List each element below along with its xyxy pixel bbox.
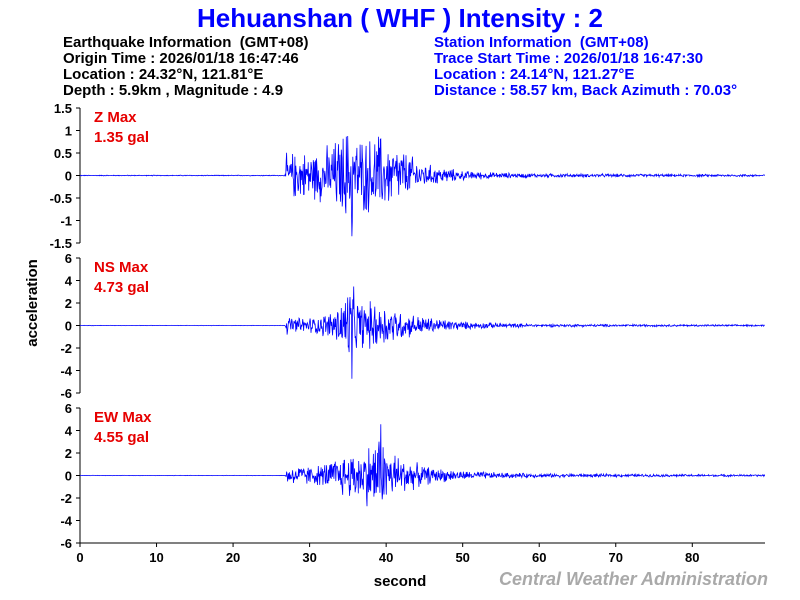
- ew-max-y-tick-label: 2: [65, 446, 72, 461]
- z-max-y-tick-label: 1.5: [54, 101, 72, 116]
- ew-max-y-tick-label: 6: [65, 401, 72, 416]
- ew-max-y-tick-label: 4: [65, 424, 73, 439]
- x-tick-label: 60: [532, 550, 546, 565]
- x-tick-label: 10: [149, 550, 163, 565]
- z-max-y-tick-label: 0.5: [54, 146, 72, 161]
- station-info-heading: Station Information (GMT+08): [434, 34, 649, 51]
- station-code: ( WHF ): [360, 3, 452, 33]
- x-tick-label: 0: [76, 550, 83, 565]
- ns-max-y-tick-label: 6: [65, 251, 72, 266]
- intensity-label: Intensity : 2: [458, 3, 603, 33]
- ew-max-label: EW Max: [94, 409, 152, 426]
- station-name: Hehuanshan: [197, 3, 354, 33]
- ew-max-y-tick-label: 0: [65, 469, 72, 484]
- ew-max-y-tick-label: -2: [60, 491, 72, 506]
- ew-max-y-tick-label: -4: [60, 514, 72, 529]
- ns-max-waveform: [79, 286, 765, 379]
- z-max-max-value: 1.35 gal: [94, 129, 149, 146]
- ns-max-y-tick-label: -4: [60, 364, 72, 379]
- ew-max-waveform: [79, 424, 766, 507]
- x-axis-label: second: [374, 573, 427, 590]
- depth-magnitude: Depth : 5.9km , Magnitude : 4.9: [63, 82, 284, 99]
- station-location: Location : 24.14°N, 121.27°E: [434, 66, 635, 83]
- ns-max-y-tick-label: 2: [65, 296, 72, 311]
- x-tick-label: 20: [226, 550, 240, 565]
- z-max-y-tick-label: 1: [65, 124, 72, 139]
- earthquake-info: Earthquake Information (GMT+08) Origin T…: [63, 35, 308, 99]
- earthquake-info-heading: Earthquake Information (GMT+08): [63, 34, 309, 51]
- z-max-waveform: [80, 135, 766, 237]
- trace-start-time: Trace Start Time : 2026/01/18 16:47:30: [434, 50, 704, 67]
- z-max-label: Z Max: [94, 109, 137, 126]
- ns-max-label: NS Max: [94, 259, 149, 276]
- z-max-y-tick-label: -1.5: [50, 236, 72, 251]
- ns-max-y-tick-label: -2: [60, 341, 72, 356]
- ns-max-y-tick-label: 4: [65, 274, 73, 289]
- station-distance: Distance : 58.57 km, Back Azimuth : 70.0…: [434, 82, 738, 99]
- ns-max-y-tick-label: -6: [60, 386, 72, 401]
- credit-text: Central Weather Administration: [498, 569, 768, 589]
- ew-max-y-tick-label: -6: [60, 536, 72, 551]
- x-tick-label: 70: [609, 550, 623, 565]
- x-tick-label: 40: [379, 550, 393, 565]
- x-tick-label: 50: [455, 550, 469, 565]
- y-axis-label: acceleration: [24, 259, 41, 347]
- ns-max-max-value: 4.73 gal: [94, 279, 149, 296]
- station-info: Station Information (GMT+08) Trace Start…: [434, 35, 737, 99]
- ns-max-y-tick-label: 0: [65, 319, 72, 334]
- origin-time: Origin Time : 2026/01/18 16:47:46: [63, 50, 299, 67]
- chart-title: Hehuanshan ( WHF ) Intensity : 2: [0, 2, 800, 34]
- z-max-y-tick-label: -0.5: [50, 191, 72, 206]
- z-max-y-tick-label: -1: [60, 214, 72, 229]
- ew-max-max-value: 4.55 gal: [94, 429, 149, 446]
- z-max-y-tick-label: 0: [65, 169, 72, 184]
- epicenter-location: Location : 24.32°N, 121.81°E: [63, 66, 264, 83]
- x-tick-label: 30: [302, 550, 316, 565]
- x-tick-label: 80: [685, 550, 699, 565]
